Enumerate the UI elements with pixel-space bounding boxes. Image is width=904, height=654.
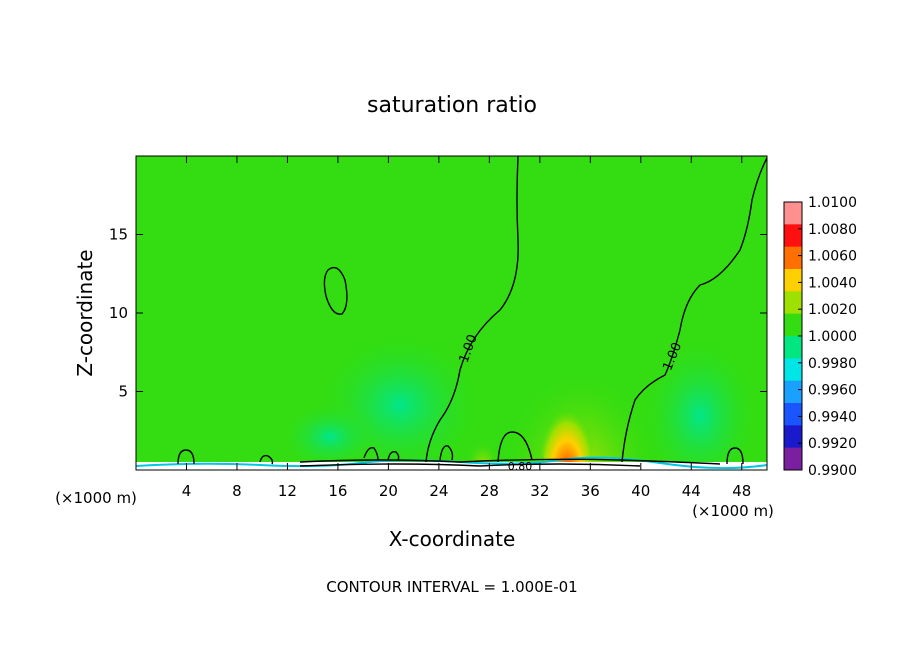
colorbar-label-4: 0.9980 xyxy=(808,356,857,372)
y-tick-label-1: 10 xyxy=(109,304,128,322)
colorbar-swatch-6 xyxy=(784,336,802,359)
x-tick-label-2: 12 xyxy=(278,482,297,500)
surface-band xyxy=(136,462,767,470)
colorbar-label-6: 1.0020 xyxy=(808,302,857,318)
contour-label-3: 0.80 xyxy=(508,460,533,473)
contour-surface-2 xyxy=(299,463,641,467)
y-axis-label: Z-coordinate xyxy=(73,249,97,376)
contour-1-00-left xyxy=(425,156,519,463)
colorbar-label-10: 1.0100 xyxy=(808,195,857,211)
x-tick-label-5: 24 xyxy=(429,482,448,500)
y-axis-ticks: 5 10 15 xyxy=(109,226,767,401)
colorbar-label-3: 0.9960 xyxy=(808,383,857,399)
chart-title: saturation ratio xyxy=(367,93,537,118)
contour-bump-6 xyxy=(387,450,400,461)
colorbar-label-2: 0.9940 xyxy=(808,409,857,425)
colorbar-swatch-3 xyxy=(784,269,802,292)
colorbar-label-0: 0.9900 xyxy=(808,463,857,479)
colorbar-label-1: 0.9920 xyxy=(808,436,857,452)
cool-region-right xyxy=(640,320,760,470)
colorbar-label-5: 1.0000 xyxy=(808,329,857,345)
x-unit-right: (×1000 m) xyxy=(692,502,774,520)
contour-bump-4 xyxy=(439,445,454,461)
colorbar-swatch-10 xyxy=(784,425,802,449)
contour-bump-5 xyxy=(363,447,379,461)
colorbar: 0.9900 0.9920 0.9940 0.9960 0.9980 1.0000 1.00… xyxy=(783,195,857,479)
colorbar-swatch-7 xyxy=(784,358,802,382)
hot-plume xyxy=(539,365,595,470)
y-tick-label-0: 5 xyxy=(118,383,128,401)
colorbar-swatch-8 xyxy=(784,380,802,404)
contour-bump-3 xyxy=(497,431,533,463)
contour-bump-7 xyxy=(259,454,274,465)
contour-bump-1 xyxy=(177,449,195,465)
x-tick-label-1: 8 xyxy=(232,482,242,500)
colorbar-label-9: 1.0080 xyxy=(808,222,857,238)
colorbar-swatch-5 xyxy=(784,313,802,337)
x-axis-label: X-coordinate xyxy=(389,527,516,551)
x-unit-left: (×1000 m) xyxy=(55,489,137,507)
colorbar-swatch-0 xyxy=(784,202,802,225)
x-tick-label-3: 16 xyxy=(328,482,347,500)
cool-region-mid xyxy=(280,395,380,465)
contour-bump-2 xyxy=(726,447,744,465)
plot-area: 1.00 1.00 0.80 xyxy=(135,155,768,473)
colorbar-swatch-2 xyxy=(784,246,802,270)
colorbar-label-7: 1.0040 xyxy=(808,275,857,291)
colorbar-swatch-4 xyxy=(784,291,802,315)
colorbar-swatch-9 xyxy=(784,403,802,426)
x-tick-label-0: 4 xyxy=(182,482,192,500)
contour-1-00-right xyxy=(621,157,767,463)
x-tick-label-8: 36 xyxy=(581,482,600,500)
x-tick-label-7: 32 xyxy=(530,482,549,500)
colorbar-swatch-1 xyxy=(784,224,802,248)
contour-surface-1 xyxy=(299,458,721,465)
x-tick-label-10: 44 xyxy=(682,482,701,500)
contour-interval-text: CONTOUR INTERVAL = 1.000E-01 xyxy=(326,578,577,596)
colorbar-label-8: 1.0060 xyxy=(808,249,857,265)
contour-closed-small xyxy=(323,266,348,315)
x-tick-label-4: 20 xyxy=(379,482,398,500)
x-tick-label-6: 28 xyxy=(480,482,499,500)
x-tick-label-11: 48 xyxy=(732,482,751,500)
colorbar-swatch-11 xyxy=(784,447,802,471)
warm-region-small xyxy=(465,420,501,470)
x-tick-label-9: 40 xyxy=(631,482,650,500)
y-tick-label-2: 15 xyxy=(109,226,128,244)
x-axis-ticks: 4 8 12 16 20 24 28 32 36 40 44 48 xyxy=(182,156,751,500)
contour-lines xyxy=(177,156,767,467)
